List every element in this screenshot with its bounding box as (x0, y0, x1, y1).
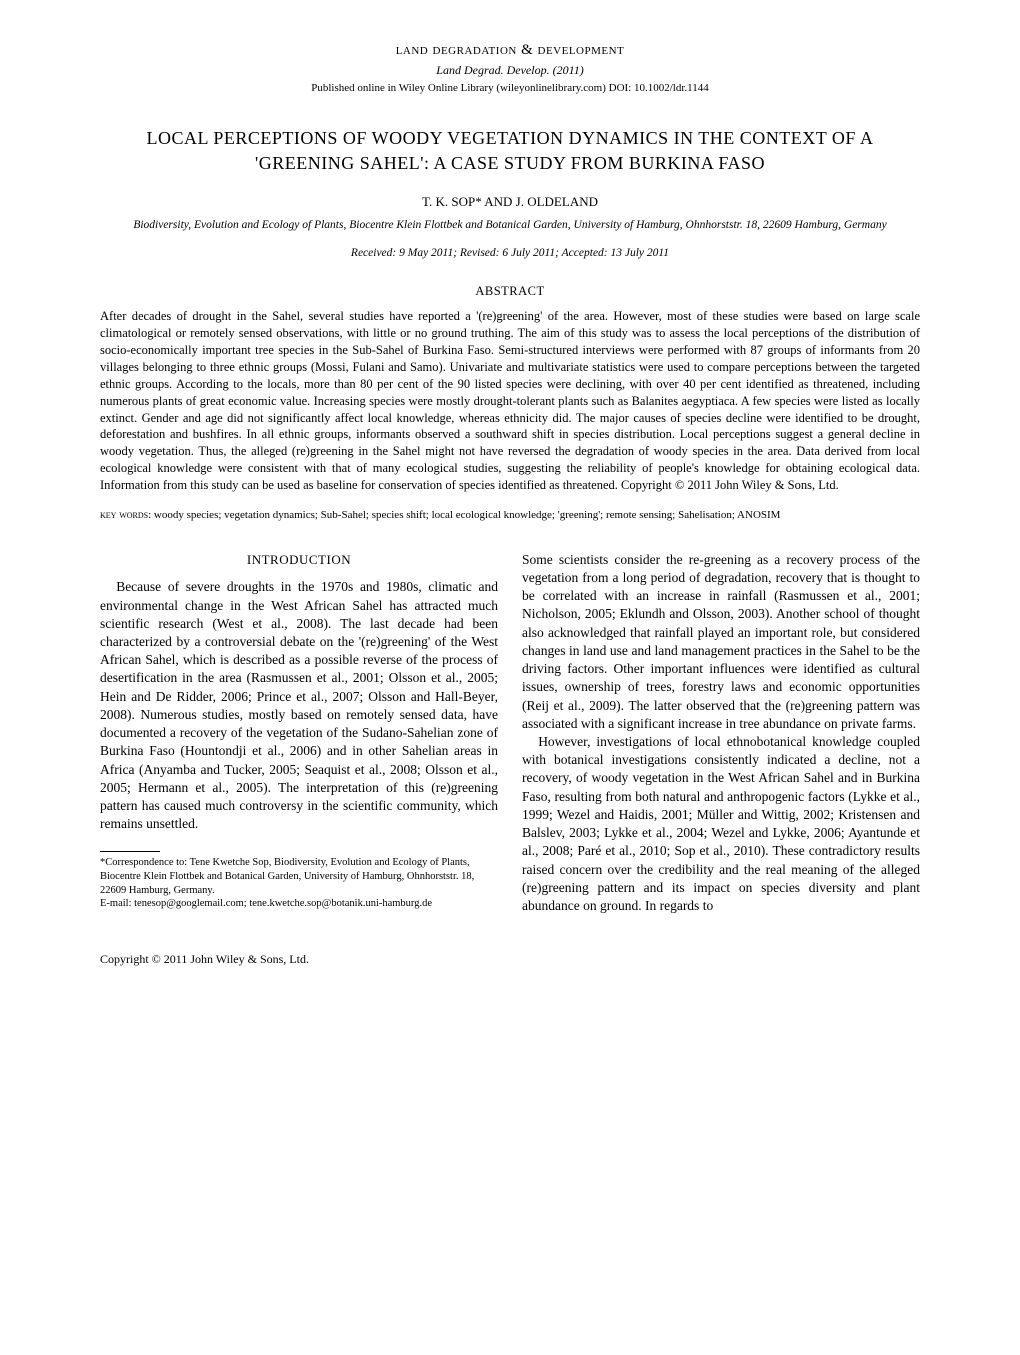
paper-title: LOCAL PERCEPTIONS OF WOODY VEGETATION DY… (100, 126, 920, 175)
page-footer: Copyright © 2011 John Wiley & Sons, Ltd. (100, 951, 920, 967)
footnote-line2: E-mail: tenesop@googlemail.com; tene.kwe… (100, 897, 498, 911)
intro-heading: INTRODUCTION (100, 551, 498, 569)
keywords-text: woody species; vegetation dynamics; Sub-… (151, 509, 780, 521)
journal-name: land degradation & development (100, 40, 920, 60)
right-column: Some scientists consider the re-greening… (522, 551, 920, 915)
intro-para-1: Because of severe droughts in the 1970s … (100, 578, 498, 833)
abstract-heading: ABSTRACT (100, 283, 920, 300)
left-column: INTRODUCTION Because of severe droughts … (100, 551, 498, 915)
keywords: key words: woody species; vegetation dyn… (100, 508, 920, 523)
keywords-label: key words: (100, 509, 151, 521)
authors: T. K. SOP* AND J. OLDELAND (100, 193, 920, 211)
footnote: *Correspondence to: Tene Kwetche Sop, Bi… (100, 856, 498, 911)
footer-copyright: Copyright © 2011 John Wiley & Sons, Ltd. (100, 951, 309, 967)
journal-sub: Land Degrad. Develop. (2011) (100, 62, 920, 78)
affiliation: Biodiversity, Evolution and Ecology of P… (120, 218, 900, 234)
right-para-1: Some scientists consider the re-greening… (522, 551, 920, 733)
dates: Received: 9 May 2011; Revised: 6 July 20… (100, 246, 920, 262)
right-para-2: However, investigations of local ethnobo… (522, 733, 920, 915)
footnote-line1: *Correspondence to: Tene Kwetche Sop, Bi… (100, 856, 498, 897)
footnote-separator (100, 851, 160, 852)
journal-pub: Published online in Wiley Online Library… (100, 81, 920, 96)
abstract-body: After decades of drought in the Sahel, s… (100, 308, 920, 494)
